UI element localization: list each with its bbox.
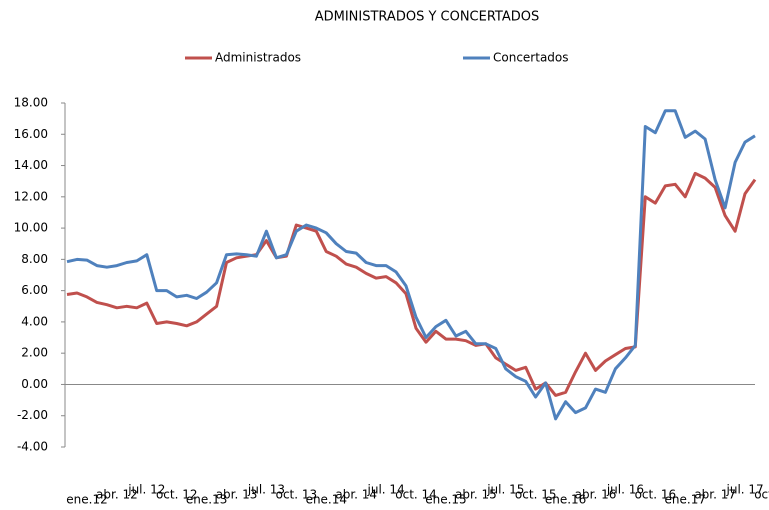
x-tick-label: jul. 15 xyxy=(486,483,524,497)
y-tick-label: 4.00 xyxy=(21,314,48,328)
y-tick-label: 6.00 xyxy=(21,283,48,297)
y-tick-label: 10.00 xyxy=(14,221,48,235)
x-tick-label: abr. 16 xyxy=(575,488,617,502)
x-tick-label: ene.14 xyxy=(306,493,347,507)
x-tick-label: ene.15 xyxy=(425,493,466,507)
x-tick-label: abr. 13 xyxy=(216,488,258,502)
y-tick-label: 12.00 xyxy=(14,189,48,203)
x-tick-label: ene.17 xyxy=(665,493,706,507)
x-tick-label: jul. 14 xyxy=(367,483,405,497)
x-tick-label: ene.12 xyxy=(66,493,107,507)
y-tick-label: 2.00 xyxy=(21,346,48,360)
y-tick-label: -2.00 xyxy=(17,408,48,422)
y-tick-label: -4.00 xyxy=(17,440,48,454)
x-tick-label: abr. 17 xyxy=(694,488,736,502)
legend-label: Administrados xyxy=(215,51,301,65)
x-tick-label: abr. 12 xyxy=(96,488,138,502)
series-line xyxy=(66,171,757,397)
chart-title: ADMINISTRADOS Y CONCERTADOS xyxy=(315,10,540,25)
x-tick-label: ene.16 xyxy=(545,493,586,507)
x-tick-label: oct. 15 xyxy=(515,488,557,502)
y-tick-label: 18.00 xyxy=(14,96,48,110)
x-tick-label: oct. 12 xyxy=(156,488,198,502)
x-tick-label: abr. 14 xyxy=(335,488,377,502)
x-tick-label: jul. 13 xyxy=(247,483,285,497)
series-line xyxy=(66,109,756,421)
legend-label: Concertados xyxy=(493,51,569,65)
y-tick-label: 0.00 xyxy=(21,377,48,391)
x-tick-label: jul. 16 xyxy=(606,483,644,497)
x-tick-label: oct. 16 xyxy=(635,488,677,502)
y-tick-label: 14.00 xyxy=(14,158,48,172)
x-tick-label: ene.13 xyxy=(186,493,227,507)
x-tick-label: jul. 17 xyxy=(726,483,764,497)
x-tick-label: jul. 12 xyxy=(127,483,165,497)
x-tick-label: oct. 13 xyxy=(276,488,318,502)
y-tick-label: 16.00 xyxy=(14,127,48,141)
y-tick-label: 8.00 xyxy=(21,252,48,266)
x-tick-label: abr. 15 xyxy=(455,488,497,502)
x-tick-label: oct. 14 xyxy=(395,488,437,502)
x-tick-label: oct. 17 xyxy=(754,488,769,502)
